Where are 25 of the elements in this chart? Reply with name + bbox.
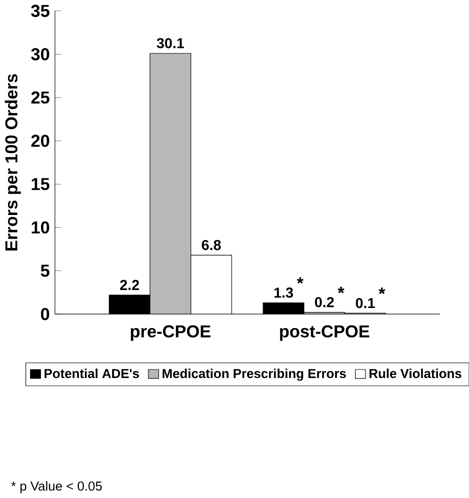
data-label: 6.8: [202, 240, 221, 250]
y-tick-label: 15: [32, 178, 50, 190]
y-tick-label: 35: [30, 4, 50, 18]
data-label: 0.1: [356, 298, 375, 308]
y-tick-label: 25: [31, 91, 50, 104]
text: * p Value < 0.05: [11, 481, 102, 494]
x-tick-label: pre-CPOE: [130, 325, 210, 341]
legend-label: Rule Violations: [369, 368, 462, 378]
data-label: 1.3: [274, 288, 293, 298]
legend-label: Potential ADE's: [44, 368, 139, 378]
y-tick-label: 20: [31, 134, 50, 147]
annotation: *: [378, 288, 386, 294]
y-tick-label: 5: [40, 264, 50, 277]
y-axis-title: Errors per 100 Orders: [4, 74, 21, 250]
y-tick-label: 0: [40, 308, 50, 320]
data-label: 0.2: [314, 297, 334, 308]
annotation: *: [338, 286, 344, 294]
legend-label: Medication Prescribing Errors: [162, 368, 346, 381]
data-label: 30.1: [156, 38, 184, 48]
y-tick-label: 30: [30, 48, 50, 60]
data-label: 2.2: [120, 280, 139, 290]
bar: [150, 53, 191, 314]
y-tick-label: 10: [32, 221, 50, 234]
x-tick-label: post-CPOE: [280, 325, 370, 341]
annotation: *: [296, 277, 304, 284]
